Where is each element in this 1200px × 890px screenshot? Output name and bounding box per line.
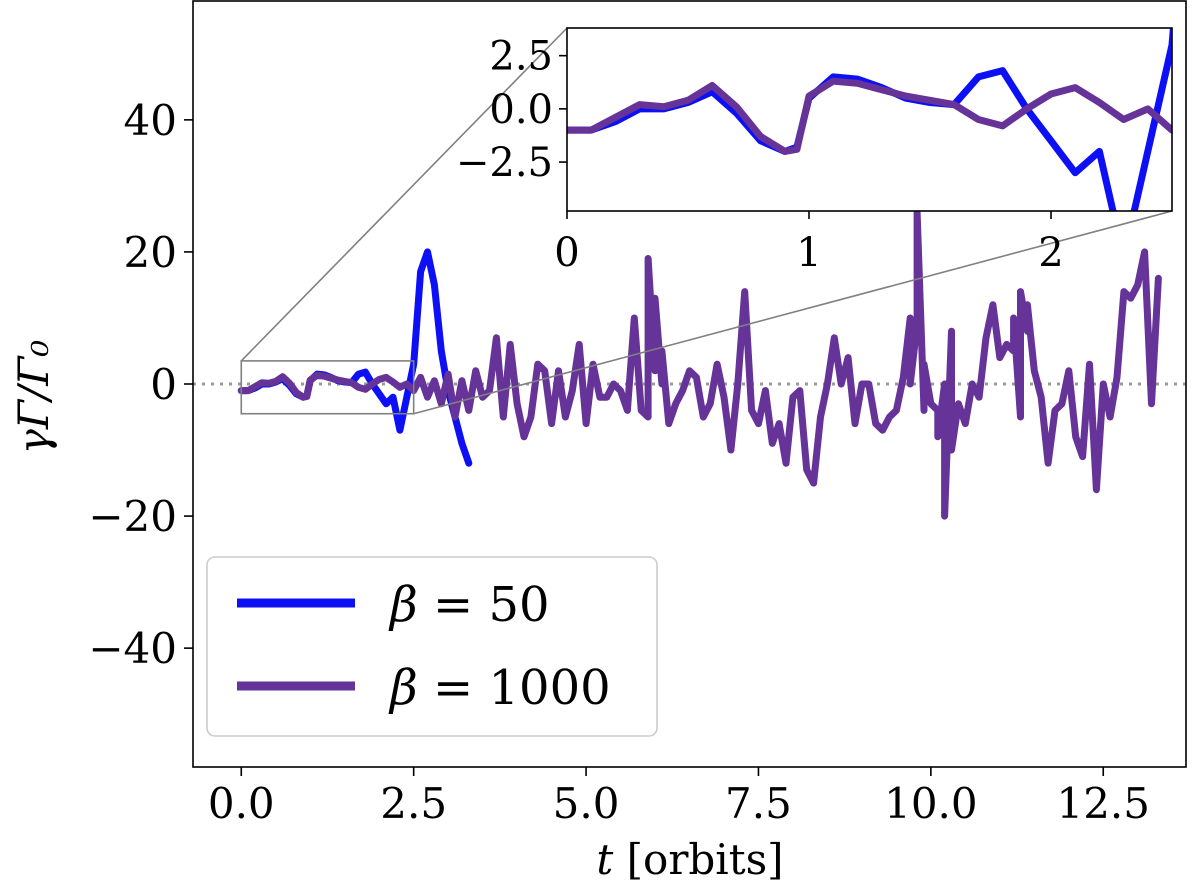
x-tick-label: 5.0	[553, 779, 620, 828]
inset-x-tick-label: 0	[554, 230, 579, 276]
y-axis-ticks: −40 −20 0 20 40	[88, 96, 193, 673]
y-tick-label: 20	[124, 228, 177, 277]
legend-label-beta-1000: β = 1000	[388, 660, 611, 716]
inset-background	[567, 28, 1172, 211]
legend-label-beta-1000-greek: β	[388, 660, 418, 716]
inset-x-tick-label: 2	[1038, 230, 1063, 276]
inset-frame	[566, 27, 1173, 212]
x-tick-label: 0.0	[208, 779, 275, 828]
zoom-indicator	[240, 27, 1173, 415]
x-axis-label-var: t	[596, 835, 613, 884]
y-tick-label: −40	[88, 624, 177, 673]
inset-y-tick-label: 2.5	[489, 34, 553, 80]
y-tick-label: 40	[124, 96, 177, 145]
inset-y-tick-label: −2.5	[456, 140, 553, 186]
x-tick-label: 2.5	[380, 779, 447, 828]
zoom-connector-right	[413, 210, 1173, 415]
inset-x-axis-ticks: 0 1 2	[554, 211, 1064, 276]
y-axis-label: γΓ/Γ₀	[9, 340, 58, 455]
legend: β = 50 β = 1000	[206, 556, 658, 737]
x-tick-label: 7.5	[725, 779, 792, 828]
x-axis-ticks: 0.0 2.5 5.0 7.5 10.0 12.5	[208, 767, 1150, 828]
inset-x-tick-label: 1	[796, 230, 821, 276]
zoom-region-box	[240, 360, 415, 415]
inset-y-axis-ticks: 2.5 0.0 −2.5	[456, 34, 567, 186]
legend-label-beta-1000-value: = 1000	[418, 660, 611, 716]
x-tick-label: 10.0	[884, 779, 978, 828]
legend-label-beta-50-greek: β	[388, 577, 418, 633]
zoom-connector-left	[240, 27, 568, 362]
inset-series-group	[567, 28, 1172, 211]
series-line-beta-1000	[237, 208, 1162, 520]
x-tick-label: 12.5	[1056, 779, 1150, 828]
y-tick-label: 0	[150, 360, 177, 409]
inset-series-line-beta-1000	[567, 77, 1172, 155]
legend-label-beta-50: β = 50	[388, 577, 550, 633]
x-axis-label-unit: [orbits]	[613, 835, 783, 884]
x-axis-label: t [orbits]	[596, 835, 783, 884]
main-series-group	[237, 208, 1162, 520]
inset-y-tick-label: 0.0	[489, 87, 553, 133]
legend-label-beta-50-value: = 50	[418, 577, 550, 633]
y-tick-label: −20	[88, 492, 177, 541]
